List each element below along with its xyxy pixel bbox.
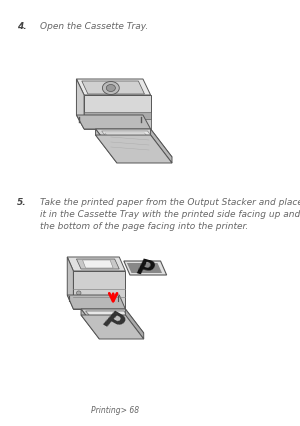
Text: Open the Cassette Tray.: Open the Cassette Tray. (40, 22, 148, 31)
Text: Printing> 68: Printing> 68 (91, 405, 139, 414)
Polygon shape (76, 259, 119, 269)
Polygon shape (84, 113, 151, 120)
Polygon shape (84, 96, 151, 130)
Polygon shape (81, 309, 99, 339)
Polygon shape (67, 257, 74, 309)
Text: P: P (135, 256, 156, 280)
Polygon shape (102, 82, 119, 95)
Polygon shape (106, 85, 116, 92)
Text: the bottom of the page facing into the printer.: the bottom of the page facing into the p… (40, 222, 248, 230)
Polygon shape (127, 263, 162, 273)
Polygon shape (85, 311, 141, 331)
Polygon shape (76, 291, 81, 295)
Text: it in the Cassette Tray with the printed side facing up and: it in the Cassette Tray with the printed… (40, 210, 300, 219)
Polygon shape (82, 82, 145, 95)
Text: 4.: 4. (17, 22, 26, 31)
Polygon shape (74, 271, 125, 309)
Polygon shape (81, 315, 144, 339)
Polygon shape (105, 134, 161, 154)
Polygon shape (76, 80, 151, 96)
Polygon shape (125, 309, 144, 339)
Polygon shape (96, 130, 172, 158)
Polygon shape (76, 80, 84, 130)
Text: 5.: 5. (17, 198, 26, 207)
Polygon shape (82, 260, 113, 268)
Polygon shape (102, 132, 166, 155)
Polygon shape (124, 262, 166, 275)
Polygon shape (67, 295, 125, 309)
Polygon shape (67, 257, 125, 271)
Polygon shape (96, 130, 117, 164)
Polygon shape (151, 130, 172, 164)
Text: Take the printed paper from the Output Stacker and place: Take the printed paper from the Output S… (40, 198, 300, 207)
Polygon shape (76, 116, 151, 130)
Text: P: P (99, 307, 127, 337)
Polygon shape (96, 136, 172, 164)
Polygon shape (81, 309, 144, 333)
Polygon shape (84, 120, 151, 130)
